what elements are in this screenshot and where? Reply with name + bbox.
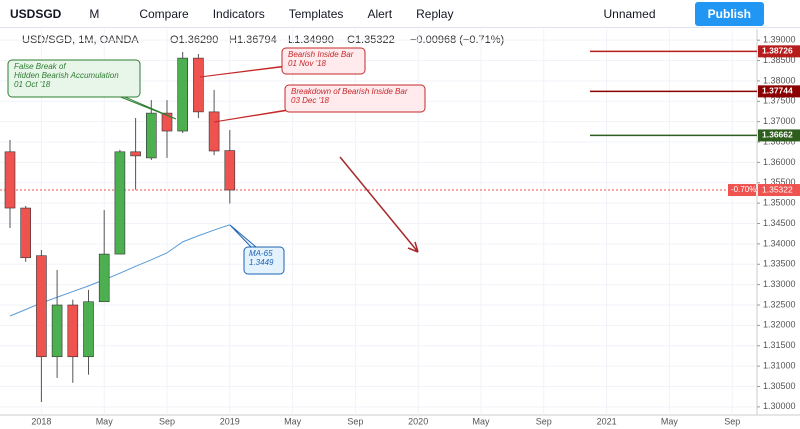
x-tick-label: Sep [159, 416, 175, 426]
annotation-box [7, 59, 141, 98]
x-tick-label: May [284, 416, 302, 426]
toolbar: USDSGD M Compare Indicators Templates Al… [0, 0, 800, 28]
toolbar-item[interactable]: Alert [367, 6, 393, 21]
candle-body [36, 255, 47, 358]
candle-body [208, 111, 220, 152]
candle-body [193, 57, 204, 113]
publish-button[interactable]: Publish [694, 2, 764, 26]
y-tick-label: 1.31500 [763, 340, 796, 350]
level-label: 1.38726 [762, 46, 793, 56]
annotation-text: Hidden Bearish Accumulation [14, 71, 119, 80]
x-tick-label: May [472, 416, 490, 426]
level-label-bg [758, 85, 800, 98]
annotation-text: Breakdown of Bearish Inside Bar [291, 87, 408, 96]
toolbar-item[interactable]: Compare [139, 6, 189, 21]
candle-body [83, 301, 94, 358]
x-tick-label: Sep [347, 416, 363, 426]
level-label-bg [758, 45, 800, 58]
last-price-label: 1.35322 [762, 184, 793, 194]
last-price-bg [758, 184, 800, 197]
y-tick-label: 1.34000 [763, 238, 796, 248]
candle-body [146, 112, 157, 159]
annotation-box [284, 84, 426, 113]
y-tick-label: 1.31000 [763, 360, 796, 370]
y-tick-label: 1.34500 [763, 218, 796, 228]
y-tick-label: 1.33000 [763, 279, 796, 289]
candle-body [130, 151, 141, 157]
annotation-text: MA-65 [249, 249, 273, 258]
symbol[interactable]: USDSGD [10, 6, 62, 21]
toolbar-item[interactable]: Replay [416, 6, 454, 21]
y-tick-label: 1.38500 [763, 55, 796, 65]
candle-body [114, 151, 126, 255]
annotation-text: 01 Nov '18 [288, 59, 327, 68]
x-tick-label: May [661, 416, 679, 426]
x-tick-label: May [96, 416, 114, 426]
annotation-text: 03 Dec '18 [291, 96, 330, 105]
y-tick-label: 1.35000 [763, 198, 796, 208]
annotation-text: 01 Oct '18 [14, 80, 51, 89]
interval[interactable]: M [89, 6, 100, 21]
level-label: 1.36662 [762, 130, 793, 140]
x-tick-label: 2019 [220, 416, 240, 426]
candle-body [224, 150, 236, 191]
candle-body [51, 304, 63, 358]
candle-body [67, 304, 79, 358]
level-label-bg [758, 129, 800, 142]
candle-body [20, 207, 32, 259]
candle-body [4, 151, 16, 209]
y-tick-label: 1.33500 [763, 259, 796, 269]
y-tick-label: 1.32000 [763, 320, 796, 330]
change-label-bg [728, 184, 756, 197]
level-label: 1.37744 [762, 86, 793, 96]
toolbar-item[interactable]: Indicators [212, 6, 265, 21]
annotation-text: False Break of [14, 62, 66, 71]
y-tick-label: 1.38000 [763, 75, 796, 85]
x-tick-label: 2018 [31, 416, 51, 426]
annotation-text: Bearish Inside Bar [288, 50, 354, 59]
arrow [339, 156, 419, 253]
layout-name[interactable]: Unnamed [603, 6, 656, 21]
y-tick-label: 1.39000 [763, 35, 796, 45]
y-tick-label: 1.35500 [763, 177, 796, 187]
y-tick-label: 1.32500 [763, 299, 796, 309]
y-tick-label: 1.30000 [763, 401, 796, 411]
x-tick-label: 2020 [408, 416, 428, 426]
candle-body [98, 253, 110, 303]
annotation-box [243, 246, 285, 275]
candle-body [177, 57, 188, 132]
x-tick-label: Sep [536, 416, 552, 426]
toolbar-item[interactable]: Templates [288, 6, 344, 21]
annotation-text: 1.3449 [249, 258, 274, 267]
y-tick-label: 1.36000 [763, 157, 796, 167]
candle-body [161, 112, 173, 132]
x-tick-label: 2021 [597, 416, 617, 426]
chart: USD/SGD, 1M, OANDA O1.36290 H1.36794 L1.34… [0, 29, 800, 429]
x-tick-label: Sep [724, 416, 740, 426]
y-tick-label: 1.37000 [763, 116, 796, 126]
y-tick-label: 1.30500 [763, 381, 796, 391]
change-label: -0.70% [731, 185, 756, 194]
y-tick-label: 1.37500 [763, 96, 796, 106]
annotation-box [281, 47, 366, 75]
